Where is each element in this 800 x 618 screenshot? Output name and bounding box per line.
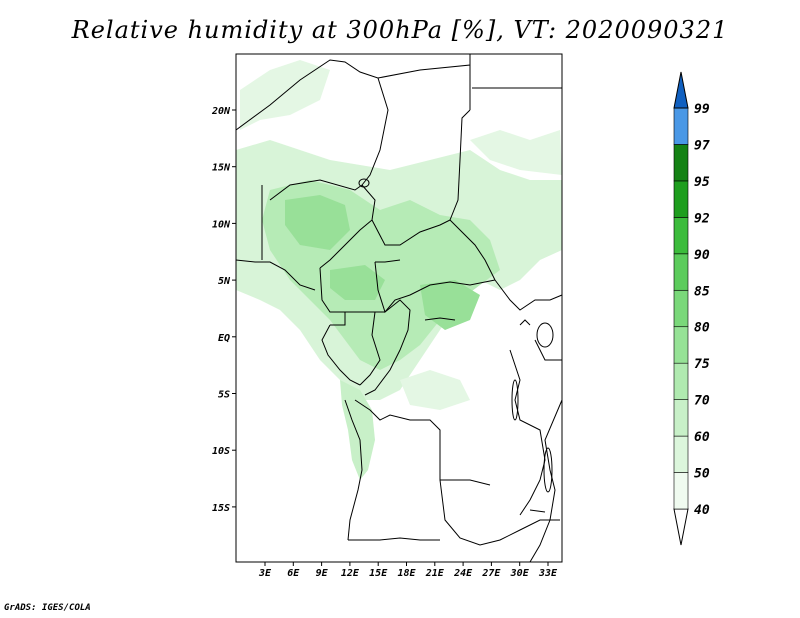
map-frame <box>235 53 563 563</box>
lon-label: 6E <box>287 568 300 579</box>
colorbar-label: 95 <box>694 175 710 190</box>
colorbar-upper-arrow <box>673 71 689 109</box>
chart-title: Relative humidity at 300hPa [%], VT: 202… <box>71 16 729 44</box>
colorbar-box <box>673 144 689 182</box>
lon-label: 33E <box>538 568 558 579</box>
colorbar-box <box>673 253 689 291</box>
lon-label: 15E <box>369 568 388 579</box>
colorbar-box <box>673 399 689 437</box>
lat-label: 10N <box>212 219 231 230</box>
lat-label: 10S <box>212 446 230 457</box>
colorbar-label: 70 <box>694 394 710 409</box>
humidity-area-sahel <box>240 60 330 130</box>
colorbar-box <box>673 289 689 328</box>
lon-label: 9E <box>316 568 329 579</box>
colorbar-label: 90 <box>694 248 710 263</box>
colorbar-box <box>673 107 689 145</box>
lon-label: 12E <box>341 568 360 579</box>
lon-label: 3E <box>258 568 272 579</box>
colorbar-label: 60 <box>694 430 710 445</box>
colorbar-label: 97 <box>694 138 710 153</box>
colorbar-label: 99 <box>694 102 710 117</box>
lon-label: 21E <box>425 568 445 579</box>
lakes <box>358 178 554 513</box>
lat-label: 5S <box>218 390 230 401</box>
humidity-area-core-3 <box>330 265 385 300</box>
lat-label: EQ <box>218 333 230 344</box>
lat-labels: 20N 15N 10N 5N EQ 5S 10S 15S <box>211 106 236 514</box>
colorbar-label: 40 <box>694 503 710 518</box>
colorbar: 40 50 60 70 75 80 85 90 92 95 97 99 <box>673 71 710 546</box>
colorbar-label: 50 <box>694 467 710 482</box>
lon-label: 27E <box>481 568 501 579</box>
colorbar-box <box>673 362 689 400</box>
lon-label: 24E <box>453 568 473 579</box>
colorbar-lower-arrow <box>673 508 689 546</box>
colorbar-box <box>673 180 689 218</box>
colorbar-box <box>673 472 689 510</box>
colorbar-label: 75 <box>694 357 710 372</box>
colorbar-label: 85 <box>694 284 710 299</box>
colorbar-box <box>673 326 689 364</box>
humidity-area-ne <box>470 130 562 175</box>
humidity-area-core-2 <box>420 280 480 330</box>
country-borders <box>235 54 563 563</box>
lon-labels: 3E 6E 9E 12E 15E 18E 21E 24E 27E 30E 33E <box>258 562 558 579</box>
humidity-area-se <box>400 370 470 410</box>
lat-label: 15S <box>212 503 230 514</box>
lon-label: 30E <box>510 568 530 579</box>
lat-label: 20N <box>211 106 231 117</box>
humidity-area-south <box>340 380 375 480</box>
colorbar-label: 92 <box>694 211 710 226</box>
colorbar-box <box>673 217 689 255</box>
lat-label: 15N <box>212 163 231 174</box>
lat-label: 5N <box>218 276 231 287</box>
humidity-area-core-1 <box>285 195 350 250</box>
lon-label: 18E <box>397 568 416 579</box>
colorbar-label: 80 <box>694 321 710 336</box>
colorbar-box <box>673 435 689 473</box>
credit-text: GrADS: IGES/COLA <box>4 603 91 613</box>
humidity-fill <box>236 60 562 480</box>
